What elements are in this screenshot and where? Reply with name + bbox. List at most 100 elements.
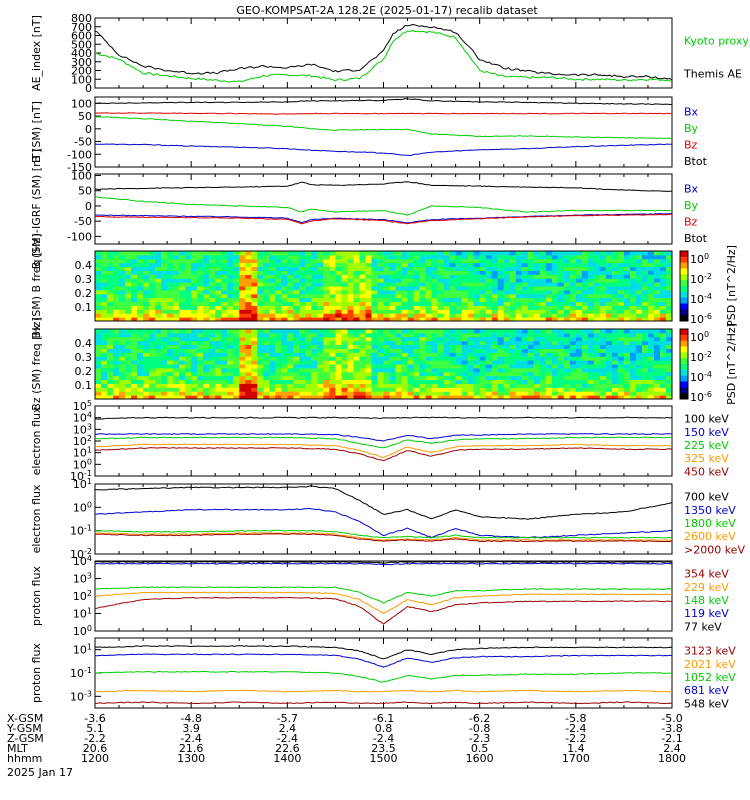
- spectrogram-cell: [491, 266, 499, 271]
- spectrogram-cell: [425, 387, 433, 392]
- spectrogram-cell: [581, 313, 589, 318]
- spectrogram-cell: [95, 340, 102, 346]
- spectrogram-cell: [611, 387, 619, 392]
- spectrogram-cell: [113, 344, 120, 349]
- spectrogram-cell: [263, 344, 270, 349]
- spectrogram-cell: [131, 278, 138, 283]
- spectrogram-cell: [389, 329, 397, 334]
- spectrogram-cell: [497, 274, 505, 279]
- spectrogram-cell: [497, 266, 505, 271]
- spectrogram-cell: [221, 309, 228, 314]
- spectrogram-cell: [377, 329, 384, 334]
- spectrogram-cell: [173, 274, 180, 279]
- spectrogram-cell: [359, 278, 366, 283]
- spectrogram-cell: [173, 387, 180, 392]
- spectrogram-cell: [527, 286, 535, 291]
- spectrogram-cell: [485, 317, 493, 322]
- spectrogram-cell: [191, 340, 198, 346]
- spectrogram-cell: [149, 258, 156, 264]
- spectrogram-cell: [419, 383, 427, 388]
- spectrogram-cell: [143, 309, 150, 314]
- spectrogram-cell: [425, 262, 433, 268]
- spectrogram-cell: [485, 356, 493, 361]
- spectrogram-cell: [197, 391, 204, 396]
- spectrogram-cell: [521, 356, 529, 361]
- spectrogram-cell: [641, 348, 649, 353]
- spectrogram-cell: [143, 266, 150, 271]
- spectrogram-cell: [275, 309, 282, 314]
- series-line: [94, 596, 673, 625]
- spectrogram-cell: [137, 274, 144, 279]
- spectrogram-cell: [167, 274, 174, 279]
- spectrogram-cell: [569, 332, 577, 338]
- spectrogram-cell: [119, 375, 126, 381]
- spectrogram-cell: [431, 356, 439, 361]
- spectrogram-cell: [131, 293, 138, 299]
- spectrogram-cell: [455, 340, 463, 346]
- spectrogram-cell: [401, 317, 409, 322]
- spectrogram-cell: [191, 297, 198, 303]
- spectrogram-cell: [221, 262, 228, 268]
- spectrogram-cell: [341, 313, 348, 318]
- spectrogram-cell: [455, 293, 463, 299]
- spectrogram-cell: [155, 301, 162, 306]
- spectrogram-cell: [575, 356, 583, 361]
- spectrogram-cell: [611, 340, 619, 346]
- spectrogram-cell: [353, 289, 360, 295]
- spectrogram-cell: [281, 289, 288, 295]
- spectrogram-cell: [605, 286, 613, 291]
- spectrogram-cell: [545, 364, 553, 369]
- spectrogram-cell: [581, 352, 589, 357]
- spectrogram-cell: [341, 395, 348, 400]
- spectrogram-cell: [629, 278, 637, 283]
- spectrogram-cell: [455, 395, 463, 400]
- spectrogram-cell: [287, 309, 294, 314]
- spectrogram-cell: [635, 387, 643, 392]
- y-axis-label: AE_index [nT]: [30, 15, 43, 91]
- spectrogram-cell: [173, 336, 180, 342]
- spectrogram-cell: [491, 348, 499, 353]
- spectrogram-cell: [323, 258, 330, 264]
- spectrogram-cell: [245, 360, 252, 365]
- spectrogram-cell: [629, 360, 637, 365]
- spectrogram-cell: [311, 329, 318, 334]
- spectrogram-cell: [497, 270, 505, 275]
- spectrogram-cell: [473, 251, 481, 256]
- spectrogram-cell: [509, 375, 517, 381]
- spectrogram-cell: [377, 340, 384, 346]
- spectrogram-cell: [419, 293, 427, 299]
- spectrogram-cell: [173, 270, 180, 275]
- spectrogram-cell: [503, 383, 511, 388]
- spectrogram-cell: [317, 344, 324, 349]
- series-line: [94, 23, 673, 81]
- spectrogram-cell: [443, 364, 451, 369]
- spectrogram-cell: [479, 254, 487, 260]
- spectrogram-cell: [341, 309, 348, 314]
- spectrogram-cell: [545, 367, 553, 373]
- spectrogram-cell: [383, 395, 391, 400]
- spectrogram-cell: [143, 383, 150, 388]
- spectrogram-cell: [383, 391, 391, 396]
- spectrogram-cell: [449, 391, 457, 396]
- ephemeris-value: -2.2: [565, 732, 586, 745]
- spectrogram-cell: [599, 352, 607, 357]
- colorbar-segment: [680, 280, 688, 287]
- spectrogram-cell: [479, 367, 487, 373]
- spectrogram-cell: [245, 266, 252, 271]
- spectrogram-cell: [287, 297, 294, 303]
- spectrogram-cell: [545, 383, 553, 388]
- spectrogram-cell: [293, 293, 300, 299]
- spectrogram-cell: [443, 251, 451, 256]
- spectrogram-cell: [479, 379, 487, 384]
- spectrogram-cell: [575, 383, 583, 388]
- spectrogram-cell: [515, 301, 523, 306]
- spectrogram-cell: [233, 309, 240, 314]
- spectrogram-cell: [593, 383, 601, 388]
- spectrogram-cell: [395, 395, 403, 400]
- spectrogram-cell: [113, 379, 120, 384]
- spectrogram-cell: [245, 375, 252, 381]
- spectrogram-cell: [575, 371, 583, 377]
- spectrogram-cell: [263, 289, 270, 295]
- spectrogram-cell: [623, 293, 631, 299]
